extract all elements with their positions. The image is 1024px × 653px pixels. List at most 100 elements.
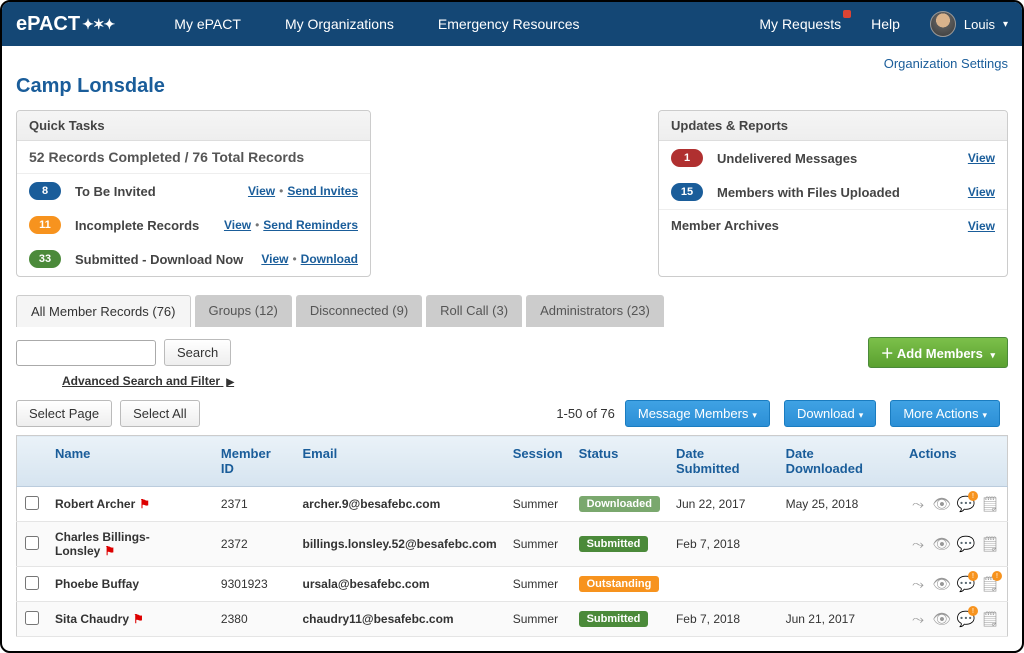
update-view-link[interactable]: View: [968, 151, 995, 165]
date-submitted-cell: Feb 7, 2018: [668, 602, 778, 637]
task-action-link[interactable]: Send Invites: [287, 184, 358, 198]
brand-stars-icon: ✦✶✦: [82, 16, 114, 33]
row-checkbox[interactable]: [25, 496, 39, 510]
tab[interactable]: Administrators (23): [526, 295, 664, 327]
date-submitted-cell: Jun 22, 2017: [668, 487, 778, 522]
email-cell[interactable]: archer.9@besafebc.com: [295, 487, 505, 522]
download-button[interactable]: Download▾: [784, 400, 876, 427]
email-cell[interactable]: chaudry11@besafebc.com: [295, 602, 505, 637]
user-menu[interactable]: Louis ▾: [930, 11, 1008, 37]
note-icon[interactable]: 🗒: [981, 535, 999, 553]
col-email[interactable]: Email: [295, 436, 505, 487]
tab[interactable]: Groups (12): [195, 295, 292, 327]
row-checkbox[interactable]: [25, 611, 39, 625]
member-id-cell: 2371: [213, 487, 295, 522]
updates-reports-panel: Updates & Reports 1 Undelivered Messages…: [658, 110, 1008, 277]
task-view-link[interactable]: View: [261, 252, 288, 266]
notification-dot-icon: [843, 10, 851, 18]
records-summary: 52 Records Completed / 76 Total Records: [17, 141, 370, 174]
note-icon[interactable]: 🗒: [981, 495, 999, 513]
member-archives-label: Member Archives: [671, 218, 968, 233]
tab[interactable]: Roll Call (3): [426, 295, 522, 327]
name-cell[interactable]: Robert Archer⚑: [47, 487, 213, 522]
view-icon[interactable]: 👁: [933, 495, 951, 513]
user-name: Louis: [964, 17, 995, 32]
reconnect-icon[interactable]: ⤳: [909, 495, 927, 513]
member-archives-view-link[interactable]: View: [968, 219, 995, 233]
comment-icon[interactable]: 💬!: [957, 610, 975, 628]
reconnect-icon[interactable]: ⤳: [909, 535, 927, 553]
date-submitted-cell: [668, 567, 778, 602]
name-cell[interactable]: Sita Chaudry⚑: [47, 602, 213, 637]
brand-text: ePACT: [16, 13, 80, 36]
update-row: 15 Members with Files Uploaded View: [659, 175, 1007, 209]
email-cell[interactable]: billings.lonsley.52@besafebc.com: [295, 522, 505, 567]
name-cell[interactable]: Phoebe Buffay: [47, 567, 213, 602]
select-all-button[interactable]: Select All: [120, 400, 199, 427]
count-badge: 11: [29, 216, 61, 234]
comment-icon[interactable]: 💬!: [957, 495, 975, 513]
col-date-downloaded[interactable]: Date Downloaded: [778, 436, 901, 487]
col-member-id[interactable]: Member ID: [213, 436, 295, 487]
nav-help[interactable]: Help: [871, 16, 900, 32]
view-icon[interactable]: 👁: [933, 535, 951, 553]
name-cell[interactable]: Charles Billings-Lonsley⚑: [47, 522, 213, 567]
pager-info: 1-50 of 76: [556, 406, 615, 421]
row-checkbox[interactable]: [25, 536, 39, 550]
view-icon[interactable]: 👁: [933, 575, 951, 593]
task-action-link[interactable]: Download: [301, 252, 358, 266]
col-session[interactable]: Session: [505, 436, 571, 487]
session-cell: Summer: [505, 522, 571, 567]
task-view-link[interactable]: View: [224, 218, 251, 232]
advanced-search-link[interactable]: Advanced Search and Filter ▶: [62, 374, 1008, 388]
search-input[interactable]: [16, 340, 156, 366]
date-downloaded-cell: [778, 522, 901, 567]
flag-icon: ⚑: [133, 612, 144, 626]
brand-logo[interactable]: ePACT ✦✶✦: [16, 13, 114, 36]
reconnect-icon[interactable]: ⤳: [909, 575, 927, 593]
tab[interactable]: All Member Records (76): [16, 295, 191, 327]
tabs: All Member Records (76)Groups (12)Discon…: [16, 295, 1008, 327]
caret-down-icon: ▾: [859, 410, 864, 420]
org-settings-link[interactable]: Organization Settings: [884, 56, 1008, 71]
count-badge: 33: [29, 250, 61, 268]
more-actions-button[interactable]: More Actions▾: [890, 400, 1000, 427]
note-icon[interactable]: 🗒!: [981, 575, 999, 593]
update-label: Members with Files Uploaded: [717, 185, 968, 200]
tab[interactable]: Disconnected (9): [296, 295, 422, 327]
quick-tasks-panel: Quick Tasks 52 Records Completed / 76 To…: [16, 110, 371, 277]
reconnect-icon[interactable]: ⤳: [909, 610, 927, 628]
col-status[interactable]: Status: [571, 436, 668, 487]
quick-task-row: 33 Submitted - Download Now View•Downloa…: [17, 242, 370, 276]
table-row: Phoebe Buffay 9301923 ursala@besafebc.co…: [17, 567, 1008, 602]
nav-my-orgs[interactable]: My Organizations: [285, 16, 394, 32]
comment-icon[interactable]: 💬: [957, 535, 975, 553]
task-action-link[interactable]: Send Reminders: [263, 218, 358, 232]
quick-task-row: 11 Incomplete Records View•Send Reminder…: [17, 208, 370, 242]
nav-my-epact[interactable]: My ePACT: [174, 16, 241, 32]
date-downloaded-cell: [778, 567, 901, 602]
select-page-button[interactable]: Select Page: [16, 400, 112, 427]
view-icon[interactable]: 👁: [933, 610, 951, 628]
quick-tasks-header: Quick Tasks: [17, 111, 370, 141]
flag-icon: ⚑: [139, 497, 150, 511]
search-button[interactable]: Search: [164, 339, 231, 366]
add-members-button[interactable]: ＋ Add Members ▾: [868, 337, 1008, 368]
email-cell[interactable]: ursala@besafebc.com: [295, 567, 505, 602]
message-members-button[interactable]: Message Members▾: [625, 400, 770, 427]
member-id-cell: 9301923: [213, 567, 295, 602]
comment-icon[interactable]: 💬!: [957, 575, 975, 593]
triangle-right-icon: ▶: [226, 377, 234, 388]
count-badge: 8: [29, 182, 61, 200]
col-name[interactable]: Name: [47, 436, 213, 487]
col-date-submitted[interactable]: Date Submitted: [668, 436, 778, 487]
caret-down-icon: ▾: [982, 410, 987, 420]
note-icon[interactable]: 🗒: [981, 610, 999, 628]
date-submitted-cell: Feb 7, 2018: [668, 522, 778, 567]
task-view-link[interactable]: View: [248, 184, 275, 198]
update-view-link[interactable]: View: [968, 185, 995, 199]
task-label: To Be Invited: [75, 184, 248, 199]
row-checkbox[interactable]: [25, 576, 39, 590]
nav-my-requests[interactable]: My Requests: [759, 16, 841, 32]
nav-emergency[interactable]: Emergency Resources: [438, 16, 580, 32]
